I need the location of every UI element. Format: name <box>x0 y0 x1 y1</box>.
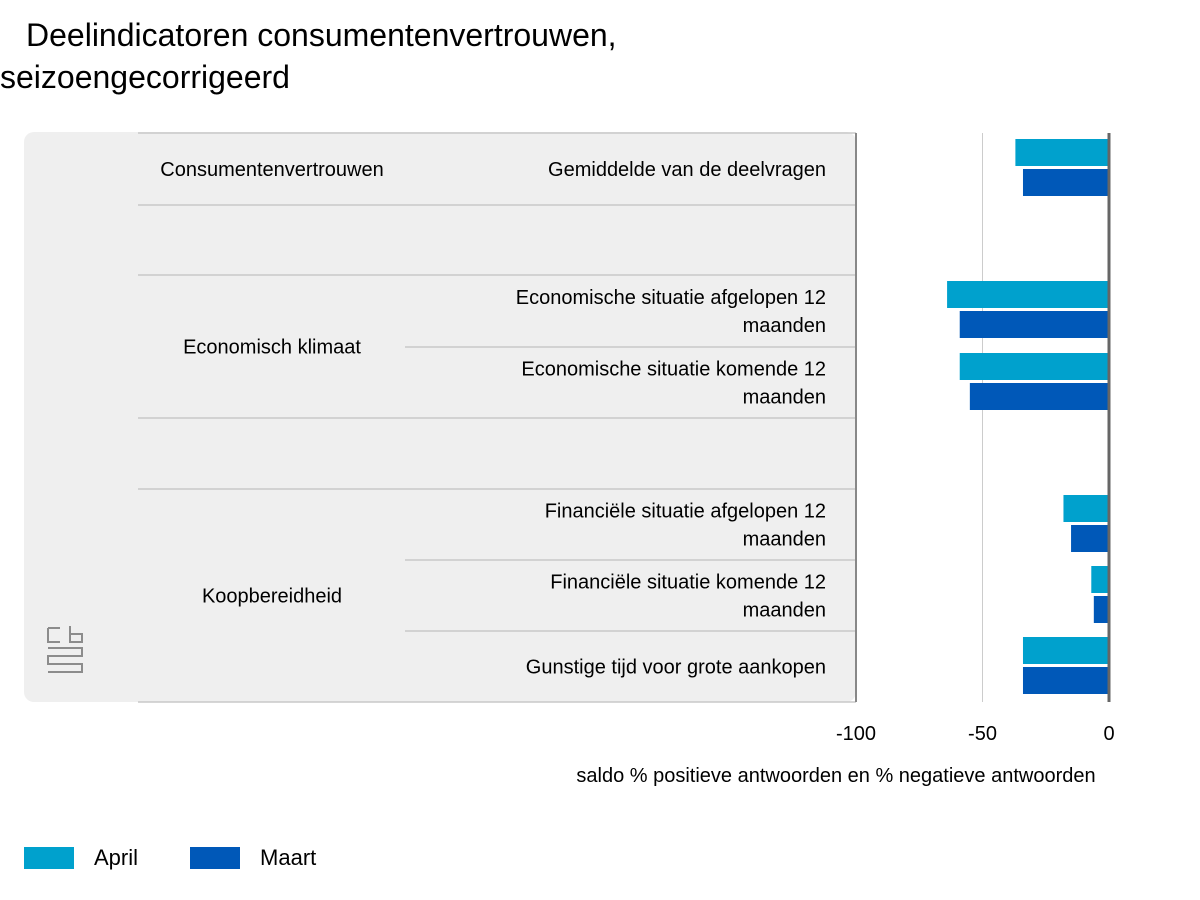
bar-april <box>947 281 1109 308</box>
category-label: maanden <box>743 600 826 622</box>
legend: April Maart <box>24 845 368 871</box>
category-label: Gemiddelde van de deelvragen <box>548 159 826 181</box>
bar-maart <box>1093 596 1109 623</box>
legend-label-april: April <box>94 845 139 870</box>
legend-label-maart: Maart <box>260 845 317 870</box>
category-label: maanden <box>743 315 826 337</box>
category-label: Economische situatie komende 12 <box>521 359 826 381</box>
bar-april <box>959 353 1109 380</box>
category-label: Gunstige tijd voor grote aankopen <box>526 657 826 679</box>
bar-maart <box>1022 667 1109 694</box>
cbs-logo-icon <box>47 626 83 673</box>
category-label: Financiële situatie komende 12 <box>550 572 826 594</box>
legend-item-maart: Maart <box>190 845 316 871</box>
bar-april <box>1015 139 1109 166</box>
title-line-2: seizoengecorrigeerd <box>0 59 290 95</box>
bar-maart <box>959 311 1109 338</box>
group-label: Consumentenvertrouwen <box>160 159 383 181</box>
legend-swatch-april <box>24 847 74 869</box>
x-tick-label: -100 <box>836 723 876 745</box>
legend-swatch-maart <box>190 847 241 869</box>
legend-item-april: April <box>24 845 138 871</box>
chart-title: Deelindicatoren consumentenvertrouwen, s… <box>0 14 720 98</box>
bar-april <box>1091 566 1109 593</box>
x-tick-label: 0 <box>1103 723 1114 745</box>
group-label: Economisch klimaat <box>183 337 361 359</box>
bar-maart <box>969 383 1109 410</box>
category-label: maanden <box>743 529 826 551</box>
label-panel <box>24 132 856 702</box>
x-tick-label: -50 <box>968 723 997 745</box>
category-label: maanden <box>743 387 826 409</box>
bar-maart <box>1071 525 1109 552</box>
bar-april <box>1022 637 1109 664</box>
group-label: Koopbereidheid <box>202 586 342 608</box>
x-axis-label: saldo % positieve antwoorden en % negati… <box>576 765 1095 787</box>
bar-maart <box>1022 169 1109 196</box>
bar-april <box>1063 495 1109 522</box>
category-label: Economische situatie afgelopen 12 <box>516 287 826 309</box>
title-line-1: Deelindicatoren consumentenvertrouwen, <box>26 17 617 53</box>
category-label: Financiële situatie afgelopen 12 <box>545 501 826 523</box>
